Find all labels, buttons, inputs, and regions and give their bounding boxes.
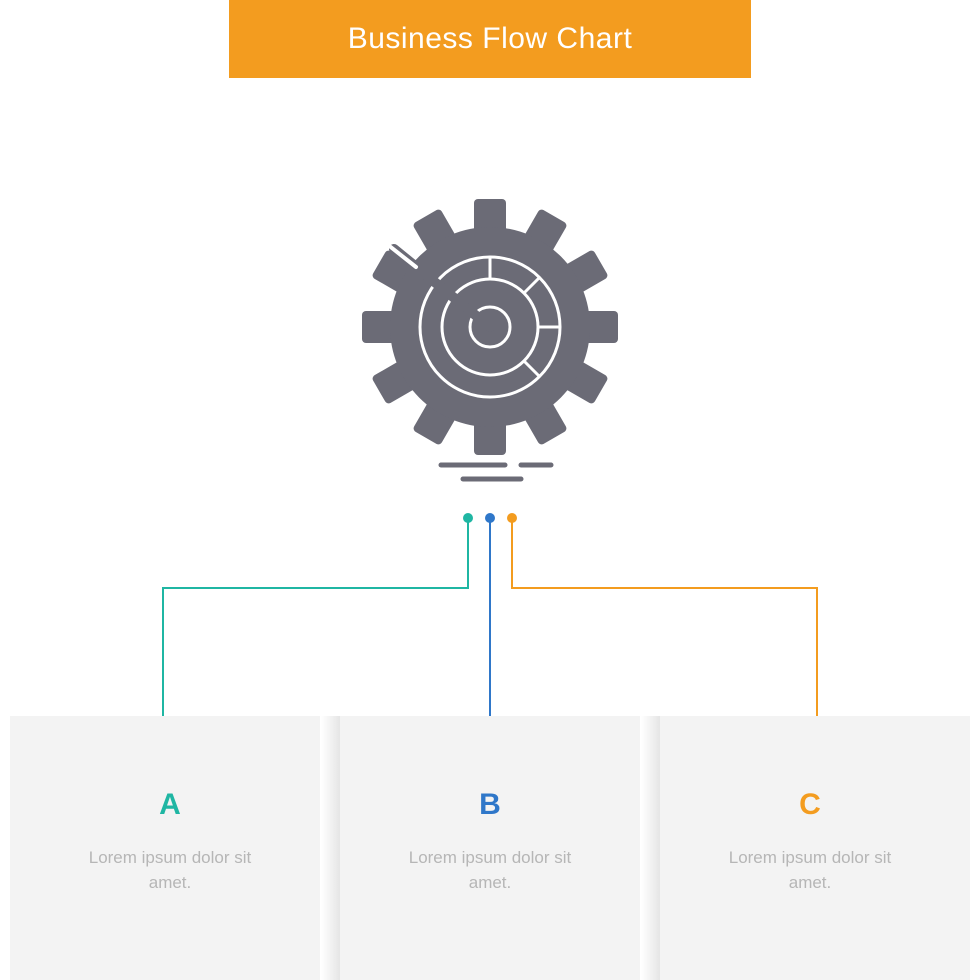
card-c: C Lorem ipsum dolor sit amet. <box>660 716 970 980</box>
card-b: B Lorem ipsum dolor sit amet. <box>340 716 640 980</box>
title-bar: Business Flow Chart <box>229 0 751 78</box>
card-letter: A <box>20 788 320 822</box>
card-letter: C <box>660 788 960 822</box>
card-body: Lorem ipsum dolor sit amet. <box>405 846 575 895</box>
title-text: Business Flow Chart <box>348 22 633 56</box>
card-letter: B <box>340 788 640 822</box>
card-body: Lorem ipsum dolor sit amet. <box>725 846 895 895</box>
card-gap <box>640 716 660 980</box>
gear-icon <box>340 187 640 487</box>
card-body: Lorem ipsum dolor sit amet. <box>85 846 255 895</box>
connector-dot <box>507 513 517 523</box>
card-gap <box>320 716 340 980</box>
connector-dot <box>463 513 473 523</box>
card-a: A Lorem ipsum dolor sit amet. <box>10 716 320 980</box>
connector-dot <box>485 513 495 523</box>
card-row: A Lorem ipsum dolor sit amet. B Lorem ip… <box>0 716 980 980</box>
